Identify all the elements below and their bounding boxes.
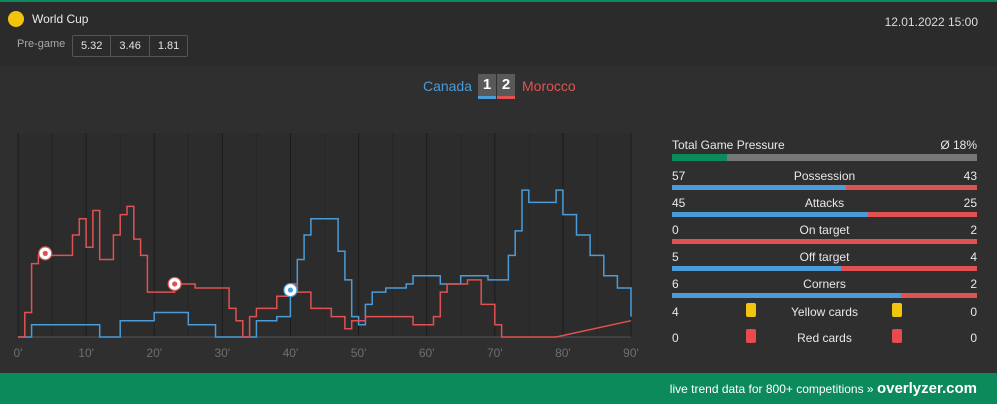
stat-row: 45 Attacks 25 bbox=[672, 196, 977, 218]
stat-away-value: 4 bbox=[970, 250, 977, 264]
x-tick-label: 70' bbox=[487, 346, 503, 360]
pressure-fill bbox=[672, 154, 727, 161]
odd-draw[interactable]: 3.46 bbox=[111, 36, 150, 56]
stat-bar-away bbox=[672, 239, 977, 244]
stat-home-value: 45 bbox=[672, 196, 686, 210]
x-tick-label: 20' bbox=[146, 346, 162, 360]
x-tick-label: 80' bbox=[555, 346, 571, 360]
x-tick-label: 40' bbox=[283, 346, 299, 360]
pressure-bar bbox=[672, 154, 977, 161]
chart-x-ticks: 0' 10' 20' 30' 40' 50' 60' 70' 80' 90' bbox=[14, 346, 639, 360]
stat-away-value: 2 bbox=[970, 277, 977, 291]
stat-row: 57 Possession 43 bbox=[672, 169, 977, 191]
yellow-card-icon bbox=[746, 303, 756, 317]
stat-home-value: 6 bbox=[672, 277, 679, 291]
stat-bar bbox=[672, 293, 977, 298]
goal-ball-center bbox=[42, 250, 48, 256]
chart-series bbox=[18, 189, 632, 338]
red-card-icon bbox=[746, 329, 756, 343]
stat-bar-home bbox=[672, 266, 842, 271]
stat-row: 0 On target 2 bbox=[672, 223, 977, 245]
home-pressure-line bbox=[18, 189, 632, 338]
x-tick-label: 60' bbox=[419, 346, 435, 360]
stat-label: Attacks bbox=[804, 196, 845, 210]
card-home-value: 4 bbox=[672, 305, 679, 319]
card-away-value: 0 bbox=[970, 305, 977, 319]
footer-banner[interactable]: live trend data for 800+ competitions » … bbox=[0, 373, 997, 404]
pressure-trend-chart: 0' 10' 20' 30' 40' 50' 60' 70' 80' 90' bbox=[14, 133, 639, 360]
card-away-value: 0 bbox=[970, 331, 977, 345]
stat-label: Off target bbox=[799, 250, 850, 264]
stat-bar-away bbox=[845, 185, 977, 190]
x-tick-label: 10' bbox=[78, 346, 94, 360]
stat-home-value: 57 bbox=[672, 169, 686, 183]
stat-bar bbox=[672, 212, 977, 217]
competition-name[interactable]: World Cup bbox=[32, 12, 89, 26]
top-accent-line bbox=[0, 0, 997, 2]
stat-away-value: 2 bbox=[970, 223, 977, 237]
stat-row: 6 Corners 2 bbox=[672, 277, 977, 299]
pregame-label: Pre-game bbox=[17, 38, 66, 50]
pressure-label: Total Game Pressure bbox=[672, 138, 785, 152]
chart-grid bbox=[17, 133, 632, 338]
stat-bar-away bbox=[900, 293, 977, 298]
yellow-circle-icon bbox=[8, 11, 24, 27]
goal-ball-icon[interactable] bbox=[38, 246, 53, 261]
stat-bar bbox=[672, 239, 977, 244]
footer-brand-link[interactable]: overlyzer.com bbox=[876, 380, 977, 397]
away-team-name[interactable]: Morocco bbox=[522, 78, 576, 94]
red-card-icon bbox=[892, 329, 902, 343]
x-tick-label: 50' bbox=[351, 346, 367, 360]
stat-label: Possession bbox=[793, 169, 856, 183]
odd-home[interactable]: 5.32 bbox=[73, 36, 112, 56]
stat-bar bbox=[672, 185, 977, 190]
scoreline: Canada 1 2 Morocco bbox=[0, 74, 997, 104]
stat-home-value: 5 bbox=[672, 250, 679, 264]
pregame-odds: 5.32 3.46 1.81 bbox=[72, 35, 189, 57]
stat-bar-home bbox=[672, 185, 846, 190]
x-tick-label: 90' bbox=[623, 346, 639, 360]
away-pressure-line bbox=[18, 205, 632, 338]
goal-ball-icon[interactable] bbox=[167, 276, 182, 292]
x-tick-label: 30' bbox=[215, 346, 231, 360]
goal-ball-center bbox=[287, 287, 294, 293]
stat-pressure: Total Game Pressure Ø 18% bbox=[672, 138, 977, 161]
stat-label: On target bbox=[799, 223, 850, 237]
stat-label: Corners bbox=[803, 277, 846, 291]
stat-away-value: 43 bbox=[963, 169, 977, 183]
home-team-name[interactable]: Canada bbox=[422, 78, 472, 94]
away-score: 2 bbox=[497, 74, 515, 99]
stat-bar-home bbox=[672, 212, 869, 217]
odd-away[interactable]: 1.81 bbox=[157, 40, 180, 52]
card-home-value: 0 bbox=[672, 331, 679, 345]
goal-ball-icon[interactable] bbox=[283, 282, 298, 298]
yellow-card-icon bbox=[892, 303, 902, 317]
goal-ball-center bbox=[172, 281, 178, 287]
stat-away-value: 25 bbox=[963, 196, 977, 210]
chart-goals bbox=[38, 246, 298, 298]
card-label: Yellow cards bbox=[791, 305, 858, 319]
stat-bar-home bbox=[672, 293, 901, 298]
x-tick-label: 0' bbox=[14, 346, 23, 360]
stat-bar bbox=[672, 266, 977, 271]
stat-row: 5 Off target 4 bbox=[672, 250, 977, 272]
footer-text[interactable]: live trend data for 800+ competitions » … bbox=[670, 380, 977, 397]
footer-tagline: live trend data for 800+ competitions » bbox=[669, 382, 874, 396]
card-row: 4 Yellow cards 0 bbox=[672, 303, 977, 327]
stat-bar-away bbox=[841, 266, 977, 271]
card-label: Red cards bbox=[797, 331, 852, 345]
stat-bar-away bbox=[868, 212, 977, 217]
pressure-value: Ø 18% bbox=[940, 138, 977, 152]
stat-home-value: 0 bbox=[672, 223, 679, 237]
match-header: World Cup 12.01.2022 15:00 Pre-game 5.32… bbox=[0, 2, 997, 66]
home-score: 1 bbox=[478, 74, 496, 99]
card-row: 0 Red cards 0 bbox=[672, 329, 977, 353]
match-datetime: 12.01.2022 15:00 bbox=[884, 15, 978, 29]
